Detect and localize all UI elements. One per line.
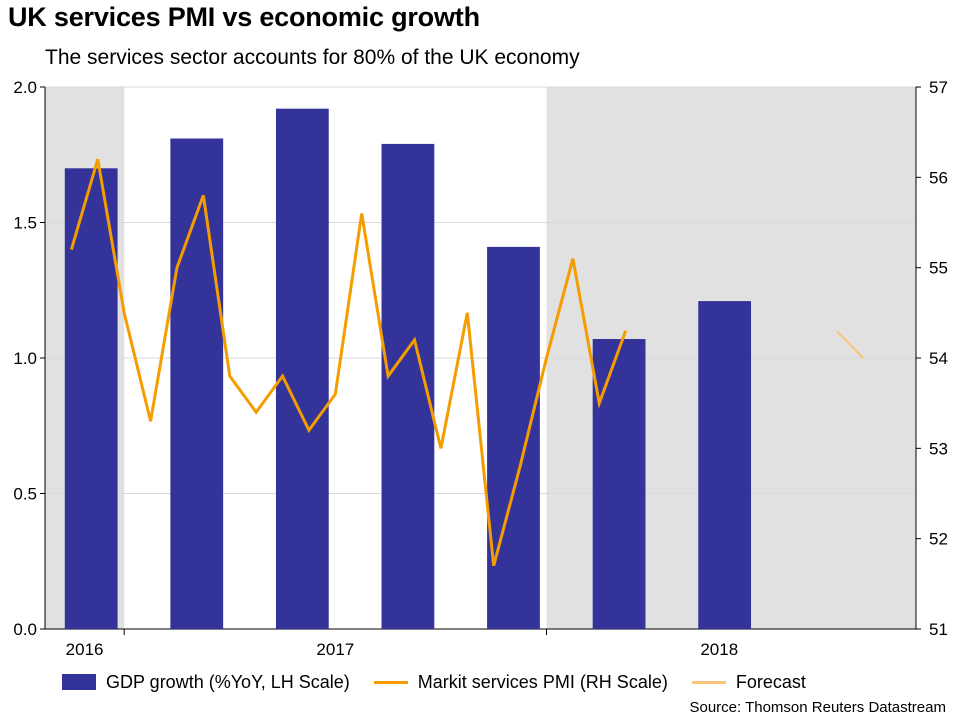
forecast-line: [836, 330, 864, 359]
x-year-label-2016: 2016: [66, 640, 104, 659]
legend-item-forecast: Forecast: [691, 671, 806, 693]
gdp-bar-6: [698, 301, 752, 629]
right-tick-label-4: 55: [929, 259, 948, 278]
legend-label-pmi: Markit services PMI (RH Scale): [417, 671, 668, 692]
right-tick-label-0: 51: [929, 620, 948, 639]
left-tick-label-3: 1.5: [13, 214, 37, 233]
legend-item-gdp: GDP growth (%YoY, LH Scale): [62, 672, 350, 693]
legend: GDP growth (%YoY, LH Scale) Markit servi…: [62, 670, 830, 694]
x-year-label-2017: 2017: [316, 640, 354, 659]
legend-item-pmi: Markit services PMI (RH Scale): [373, 671, 668, 693]
gdp-bar-2: [275, 108, 329, 630]
left-tick-label-1: 0.5: [13, 485, 37, 504]
legend-swatch-gdp: [62, 674, 96, 690]
right-tick-label-5: 56: [929, 168, 948, 187]
gdp-bar-4: [487, 246, 540, 629]
legend-swatch-forecast: [691, 680, 726, 684]
legend-label-forecast: Forecast: [735, 671, 806, 692]
right-tick-label-6: 57: [929, 78, 948, 97]
right-tick-label-2: 53: [929, 439, 948, 458]
right-tick-label-3: 54: [929, 349, 948, 368]
gdp-bar-5: [592, 339, 646, 629]
gdp-bar-0: [64, 168, 118, 630]
gdp-bar-1: [170, 138, 224, 630]
left-tick-label-0: 0.0: [13, 620, 37, 639]
legend-label-gdp: GDP growth (%YoY, LH Scale): [106, 671, 350, 692]
chart-title: UK services PMI vs economic growth: [8, 2, 480, 32]
right-tick-label-1: 52: [929, 530, 948, 549]
legend-swatch-pmi: [373, 680, 408, 684]
pmi-line: [69, 158, 628, 567]
left-tick-label-4: 2.0: [13, 78, 37, 97]
source-note: Source: Thomson Reuters Datastream: [689, 699, 946, 716]
chart-subtitle: The services sector accounts for 80% of …: [45, 46, 580, 69]
left-tick-label-2: 1.0: [13, 349, 37, 368]
x-year-label-2018: 2018: [700, 640, 738, 659]
